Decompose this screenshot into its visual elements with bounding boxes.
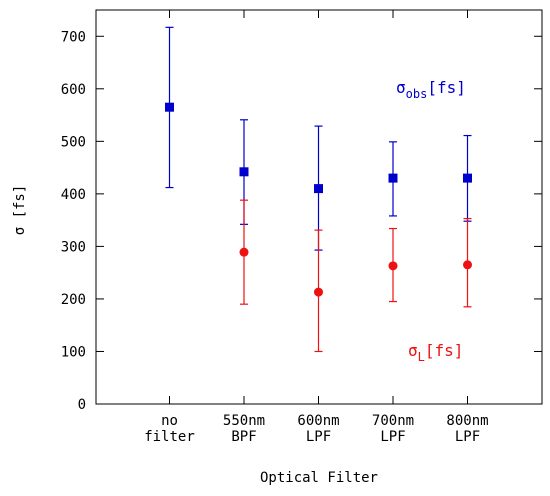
x-tick-label: 550nm — [223, 413, 265, 429]
data-point — [314, 287, 323, 297]
data-point — [463, 260, 472, 270]
x-tick-label: no — [161, 413, 178, 429]
data-point — [388, 261, 398, 271]
legend-subscript: obs — [406, 87, 428, 101]
y-tick-label: 700 — [61, 29, 86, 45]
legend-symbol: σ — [396, 78, 406, 97]
series-obs — [165, 26, 472, 251]
x-tick-label: 800nm — [446, 413, 488, 429]
y-tick-label: 300 — [61, 239, 86, 255]
data-point — [463, 173, 472, 183]
y-tick-label: 500 — [61, 134, 86, 150]
x-tick-label: 700nm — [372, 413, 414, 429]
x-tick-label: LPF — [455, 429, 480, 445]
series-layer — [165, 26, 472, 353]
y-tick-label: 100 — [61, 344, 86, 360]
legend-obs: σobs[fs] — [396, 78, 466, 101]
y-tick-label: 0 — [78, 397, 86, 413]
y-axis-ticks: 0 100 200 300 400 500 600 700 — [61, 29, 542, 413]
legend-units: [fs] — [425, 341, 464, 360]
series-L — [239, 199, 472, 353]
x-tick-label: filter — [144, 429, 195, 445]
data-point — [165, 102, 174, 112]
legend-subscript: L — [418, 350, 425, 364]
x-tick-label: 600nm — [297, 413, 339, 429]
data-point — [388, 173, 398, 183]
y-tick-label: 600 — [61, 82, 86, 98]
legend-symbol: σ — [408, 341, 418, 360]
legend-units: [fs] — [427, 78, 466, 97]
x-axis-label: Optical Filter — [260, 470, 378, 486]
y-tick-label: 400 — [61, 187, 86, 203]
data-point — [239, 247, 249, 257]
legend-L: σL[fs] — [408, 341, 463, 364]
legend-layer: σobs[fs]σL[fs] — [396, 78, 466, 364]
y-axis-label: σ [fs] — [12, 185, 28, 236]
x-tick-label: BPF — [231, 429, 256, 445]
data-point — [239, 167, 249, 177]
y-tick-label: 200 — [61, 292, 86, 308]
x-tick-label: LPF — [306, 429, 331, 445]
data-point — [314, 184, 323, 194]
x-tick-label: LPF — [380, 429, 405, 445]
